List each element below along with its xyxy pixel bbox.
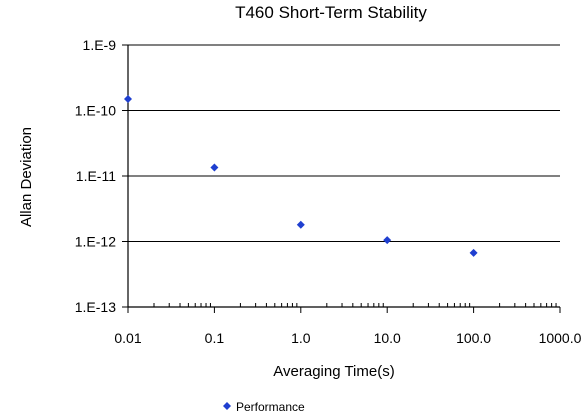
legend: Performance (223, 400, 305, 414)
x-axis-tick-labels: 0.01 0.1 1.0 10.0 100.0 1000.0 (114, 330, 581, 346)
data-point (383, 236, 392, 245)
y-axis-tick-labels: 1.E-9 1.E-10 1.E-11 1.E-12 1.E-13 (75, 37, 116, 315)
x-tick-label: 1.0 (291, 330, 311, 346)
x-tick-label: 1000.0 (539, 330, 582, 346)
data-point (124, 94, 132, 103)
data-point (296, 220, 305, 229)
y-axis-label: Allan Deviation (18, 127, 35, 227)
legend-label: Performance (236, 400, 305, 414)
x-tick-label: 0.01 (114, 330, 141, 346)
y-tick-label: 1.E-10 (75, 103, 116, 119)
y-tick-label: 1.E-13 (75, 299, 116, 315)
axes (122, 44, 561, 313)
y-tick-label: 1.E-12 (75, 234, 116, 250)
y-tick-label: 1.E-9 (83, 37, 117, 53)
legend-marker-diamond (223, 402, 231, 410)
x-axis-label: Averaging Time(s) (273, 363, 394, 380)
data-point (469, 248, 478, 257)
chart-title: T460 Short-Term Stability (235, 3, 427, 22)
data-points (124, 94, 478, 257)
y-tick-label: 1.E-11 (76, 168, 116, 184)
x-tick-label: 100.0 (456, 330, 491, 346)
data-point (210, 163, 219, 172)
x-tick-label: 10.0 (374, 330, 401, 346)
gridlines (128, 44, 560, 242)
x-tick-label: 0.1 (205, 330, 225, 346)
